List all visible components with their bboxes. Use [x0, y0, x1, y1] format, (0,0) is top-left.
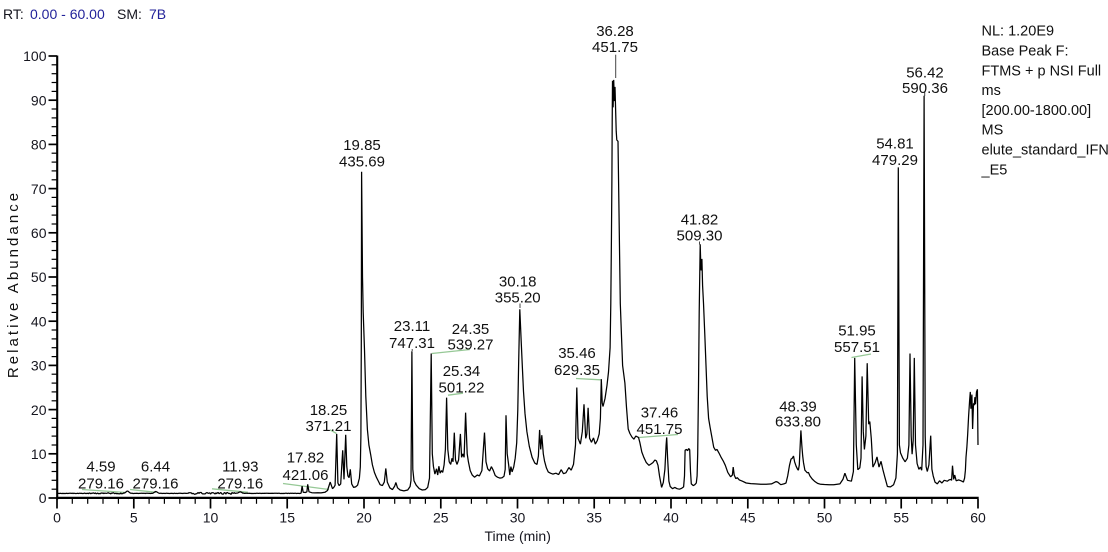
svg-text:371.21: 371.21	[306, 418, 352, 435]
svg-text:509.30: 509.30	[677, 227, 723, 244]
svg-text:451.75: 451.75	[637, 421, 683, 438]
svg-text:80: 80	[31, 137, 47, 153]
svg-text:35: 35	[586, 510, 602, 526]
svg-text:557.51: 557.51	[834, 339, 880, 356]
svg-text:60: 60	[31, 225, 47, 241]
svg-text:279.16: 279.16	[217, 476, 263, 493]
svg-text:539.27: 539.27	[448, 336, 494, 353]
svg-text:479.29: 479.29	[872, 152, 918, 169]
svg-text:70: 70	[31, 181, 47, 197]
svg-text:56.42: 56.42	[906, 64, 944, 81]
svg-text:0: 0	[53, 510, 61, 526]
svg-text:90: 90	[31, 92, 47, 108]
svg-text:30: 30	[31, 358, 47, 374]
svg-text:SM:: SM:	[117, 6, 142, 22]
svg-text:355.20: 355.20	[495, 289, 541, 306]
svg-text:24.35: 24.35	[452, 321, 490, 338]
svg-text:ms: ms	[982, 83, 1001, 99]
svg-text:6.44: 6.44	[141, 459, 170, 476]
svg-text:633.80: 633.80	[775, 414, 821, 431]
svg-text:18.25: 18.25	[310, 402, 348, 419]
svg-text:45: 45	[740, 510, 756, 526]
svg-text:17.82: 17.82	[287, 450, 325, 467]
svg-text:11.93: 11.93	[222, 459, 258, 476]
svg-text:747.31: 747.31	[389, 335, 435, 352]
svg-text:279.16: 279.16	[133, 476, 179, 493]
svg-text:55: 55	[893, 510, 909, 526]
svg-text:4.59: 4.59	[86, 459, 115, 476]
svg-text:20: 20	[356, 510, 372, 526]
svg-text:25: 25	[433, 510, 449, 526]
svg-text:40: 40	[663, 510, 679, 526]
svg-text:25.34: 25.34	[443, 363, 481, 380]
svg-text:0: 0	[39, 490, 47, 506]
svg-text:Base Peak F:: Base Peak F:	[982, 44, 1069, 60]
svg-text:10: 10	[203, 510, 219, 526]
svg-text:19.85: 19.85	[343, 137, 381, 154]
svg-text:54.81: 54.81	[876, 136, 914, 153]
svg-text:590.36: 590.36	[902, 80, 948, 97]
svg-text:5: 5	[130, 510, 138, 526]
svg-text:15: 15	[279, 510, 295, 526]
svg-text:7B: 7B	[149, 6, 166, 22]
svg-text:501.22: 501.22	[439, 379, 485, 396]
svg-text:50: 50	[31, 269, 47, 285]
svg-text:37.46: 37.46	[641, 405, 679, 422]
svg-text:MS: MS	[982, 123, 1004, 139]
svg-text:50: 50	[817, 510, 833, 526]
svg-text:10: 10	[31, 446, 47, 462]
svg-text:NL: 1.20E9: NL: 1.20E9	[982, 24, 1055, 40]
svg-text:elute_standard_IFN: elute_standard_IFN	[982, 143, 1108, 159]
svg-text:_E5: _E5	[981, 162, 1008, 178]
svg-text:FTMS + p NSI Full: FTMS + p NSI Full	[982, 63, 1102, 79]
svg-text:30.18: 30.18	[499, 273, 537, 290]
svg-text:435.69: 435.69	[339, 154, 385, 171]
svg-text:Relative Abundance: Relative Abundance	[5, 190, 22, 378]
svg-text:[200.00-1800.00]: [200.00-1800.00]	[982, 103, 1092, 119]
svg-text:23.11: 23.11	[394, 318, 430, 335]
svg-text:100: 100	[23, 48, 47, 64]
svg-text:60: 60	[970, 510, 986, 526]
svg-text:451.75: 451.75	[592, 39, 638, 56]
svg-text:30: 30	[510, 510, 526, 526]
svg-text:629.35: 629.35	[554, 362, 600, 379]
svg-text:0.00 - 60.00: 0.00 - 60.00	[30, 6, 105, 22]
svg-text:40: 40	[31, 313, 47, 329]
svg-text:41.82: 41.82	[681, 212, 719, 229]
svg-text:421.06: 421.06	[283, 467, 329, 484]
svg-text:279.16: 279.16	[78, 476, 124, 493]
svg-text:51.95: 51.95	[838, 323, 876, 340]
svg-text:35.46: 35.46	[558, 345, 596, 362]
svg-text:Time (min): Time (min)	[485, 528, 551, 544]
svg-text:RT:: RT:	[3, 6, 24, 22]
svg-text:36.28: 36.28	[596, 23, 634, 40]
svg-text:20: 20	[31, 402, 47, 418]
